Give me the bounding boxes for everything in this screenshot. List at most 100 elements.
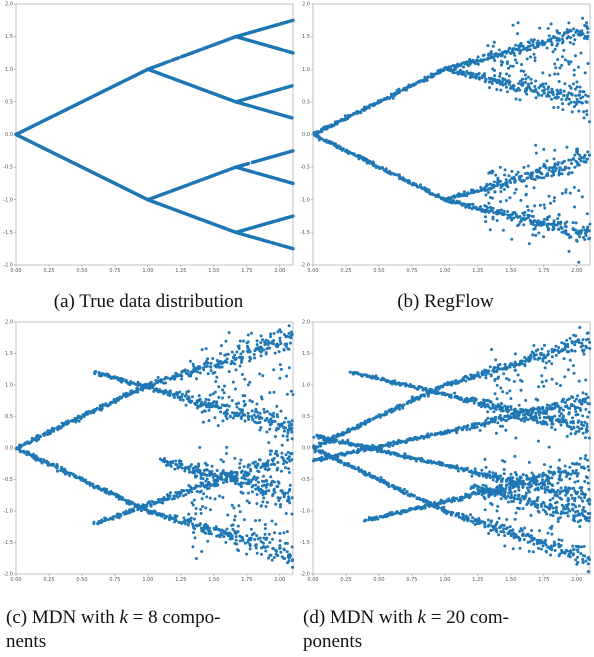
data-point [248, 355, 252, 359]
data-point [129, 390, 133, 394]
data-point [577, 100, 581, 104]
y-tick-label: 1.5 [5, 351, 13, 357]
data-point [480, 370, 484, 374]
panel-a: 0.00 0.25 0.50 0.75 1.00 1.25 1.50 1.75 2.00 2.0 1… [0, 0, 297, 318]
data-point [556, 161, 560, 165]
data-point [579, 345, 583, 349]
data-point [208, 496, 212, 500]
data-point [567, 21, 571, 25]
data-point [278, 532, 282, 536]
data-point [550, 97, 554, 101]
data-point [503, 50, 507, 54]
data-point [195, 377, 199, 381]
data-point [572, 68, 576, 72]
data-point [553, 169, 557, 173]
data-point [502, 188, 506, 192]
data-point [110, 401, 114, 405]
data-point [263, 410, 267, 414]
data-point [261, 374, 265, 378]
data-point [546, 93, 550, 97]
data-point [472, 189, 476, 193]
data-point [225, 417, 229, 421]
data-point [556, 72, 560, 76]
data-point [202, 492, 206, 496]
data-point [283, 556, 287, 560]
data-point [247, 418, 251, 422]
data-point [256, 485, 260, 489]
data-point [566, 345, 570, 349]
data-point [546, 352, 550, 356]
data-point [532, 351, 536, 355]
data-point [198, 445, 202, 449]
data-point [572, 157, 576, 161]
data-point [531, 171, 535, 175]
data-point [126, 511, 130, 515]
data-point [576, 65, 580, 69]
data-point [169, 464, 173, 468]
data-point [499, 190, 503, 194]
data-point [550, 355, 554, 359]
data-point [233, 353, 237, 357]
data-point [568, 191, 572, 195]
data-point [231, 416, 235, 420]
data-point [241, 481, 245, 485]
data-point [319, 441, 323, 445]
data-point [241, 350, 245, 354]
data-point [290, 116, 294, 120]
data-point [566, 35, 570, 39]
data-point [202, 368, 206, 372]
data-point [484, 220, 488, 224]
data-point [131, 381, 135, 385]
data-point [284, 453, 288, 457]
data-point [498, 179, 502, 183]
data-point [537, 175, 541, 179]
data-point [396, 404, 400, 408]
data-point [174, 459, 178, 463]
data-point [204, 506, 208, 510]
data-point [219, 406, 223, 410]
data-point [567, 249, 571, 253]
data-point [269, 475, 273, 479]
data-point [462, 71, 466, 75]
data-point [573, 349, 577, 353]
y-tick-label: -1.0 [300, 509, 310, 515]
data-point [186, 372, 190, 376]
data-point [246, 411, 250, 415]
data-point [542, 217, 546, 221]
y-tick-label: 2.0 [5, 320, 13, 326]
data-point [543, 41, 547, 45]
data-point [501, 183, 505, 187]
data-point [565, 96, 569, 100]
data-point [468, 202, 472, 206]
data-point [207, 419, 211, 423]
data-point [211, 475, 215, 479]
data-point [267, 441, 271, 445]
data-point [255, 534, 259, 538]
data-point [289, 389, 293, 393]
data-point [575, 85, 579, 89]
data-point [248, 536, 252, 540]
data-point [230, 350, 234, 354]
data-point [519, 174, 523, 178]
data-point [574, 102, 578, 106]
data-point [567, 97, 571, 101]
data-point [76, 414, 80, 418]
data-point [136, 503, 140, 507]
data-point [178, 398, 182, 402]
data-point [567, 102, 571, 106]
data-point [574, 150, 578, 154]
data-point [162, 496, 166, 499]
data-point [259, 546, 263, 550]
data-point [489, 373, 493, 377]
data-point [253, 538, 257, 541]
data-point [61, 424, 65, 428]
data-point [285, 530, 289, 534]
data-point [524, 184, 528, 188]
data-point [281, 434, 285, 438]
data-point [574, 334, 578, 338]
data-point [212, 400, 216, 404]
data-point [259, 539, 263, 543]
data-point [524, 73, 527, 77]
data-point [482, 53, 486, 57]
data-point [540, 93, 544, 97]
